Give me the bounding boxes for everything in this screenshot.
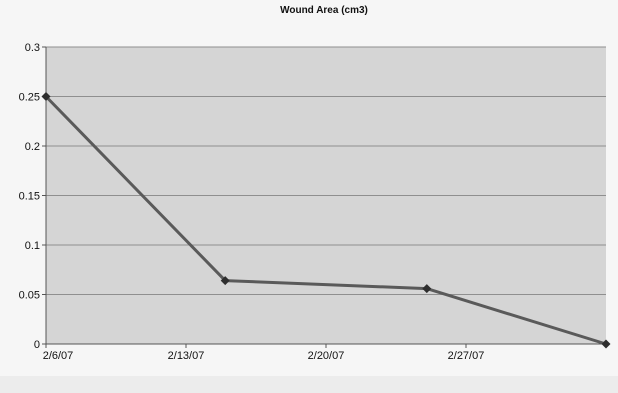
bottom-strip [0, 376, 618, 393]
y-tick-label: 0.05 [19, 290, 40, 302]
grid-lines [46, 46, 606, 295]
chart-title: Wound Area (cm3) [280, 5, 368, 16]
x-tick-label: 2/13/07 [168, 350, 205, 362]
y-tick-label: 0 [34, 339, 40, 351]
x-tick-label: 2/6/07 [43, 350, 74, 362]
data-point-marker [422, 284, 432, 294]
y-tick-label: 0.15 [19, 191, 40, 203]
y-tick-label: 0.1 [25, 240, 40, 252]
y-tick-label: 0.25 [19, 92, 40, 104]
y-tick-label: 0.2 [25, 141, 40, 153]
y-axis-ticks: 0 0.05 0.1 0.15 0.2 0.25 0.3 [19, 42, 46, 351]
data-point-marker [220, 276, 230, 286]
y-tick-label: 0.3 [25, 42, 40, 54]
x-axis-ticks: 2/6/07 2/13/07 2/20/07 2/27/07 [43, 344, 485, 362]
data-point-marker [41, 92, 51, 101]
x-tick-label: 2/20/07 [308, 350, 345, 362]
x-tick-label: 2/27/07 [448, 350, 485, 362]
data-point-marker [601, 339, 611, 349]
series-wound-area [41, 92, 611, 349]
series-line [44, 95, 607, 346]
